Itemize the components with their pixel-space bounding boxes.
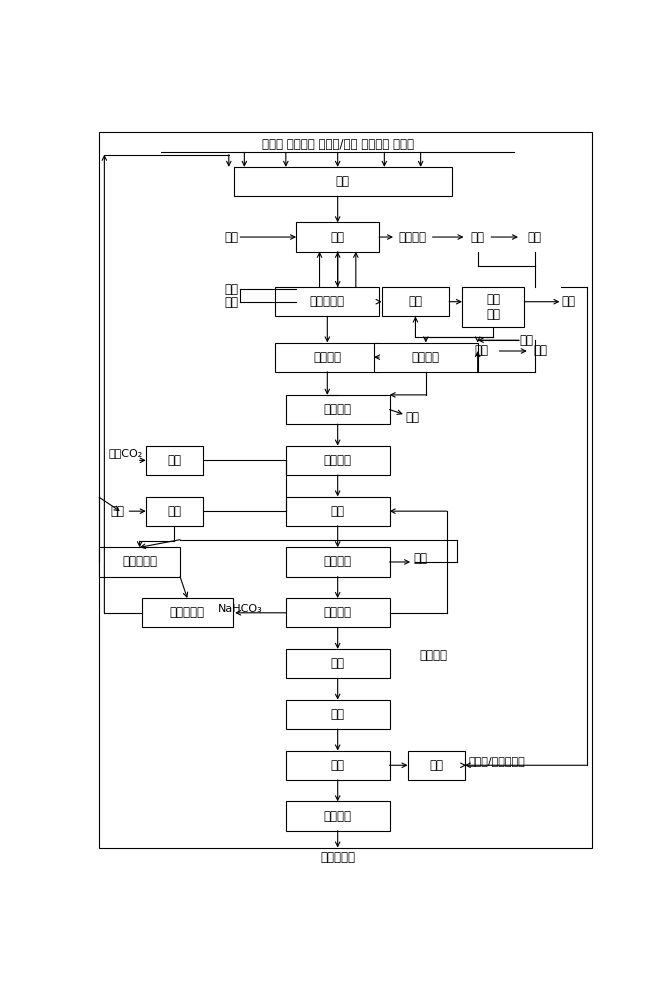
Bar xyxy=(286,497,389,526)
Text: 计量: 计量 xyxy=(167,505,181,518)
Text: 浓碳化液: 浓碳化液 xyxy=(419,649,448,662)
Text: 燃料: 燃料 xyxy=(224,231,238,244)
Text: 铝泥: 铝泥 xyxy=(405,411,419,424)
Text: 余热利用: 余热利用 xyxy=(399,231,427,244)
Text: 母液: 母液 xyxy=(429,759,443,772)
Text: 排空: 排空 xyxy=(528,231,542,244)
Text: 计量: 计量 xyxy=(167,454,181,467)
Text: 重钓酸钓: 重钓酸钓 xyxy=(324,810,352,823)
Text: 加压: 加压 xyxy=(110,505,124,518)
Bar xyxy=(296,222,379,252)
Bar xyxy=(146,497,203,526)
Text: 固液分离: 固液分离 xyxy=(313,351,341,364)
Text: 碳酸钓 碳酸氢钓 钓铁矿/钓铁 重钓酸钓 回收料: 碳酸钓 碳酸氢钓 钓铁矿/钓铁 重钓酸钓 回收料 xyxy=(262,138,413,151)
Bar xyxy=(286,801,389,831)
Text: 粒化、水淣: 粒化、水淣 xyxy=(310,295,345,308)
Bar xyxy=(100,547,180,577)
Bar xyxy=(286,395,389,424)
Bar xyxy=(462,287,524,327)
Text: 商品CO₂: 商品CO₂ xyxy=(108,448,142,458)
Text: 商品红矾钓: 商品红矾钓 xyxy=(320,851,355,864)
Bar xyxy=(286,547,389,577)
Text: 混料: 混料 xyxy=(336,175,350,188)
Text: 中和除铝: 中和除铝 xyxy=(324,403,352,416)
Text: 排空: 排空 xyxy=(562,295,575,308)
Text: 氧气: 氧气 xyxy=(224,283,238,296)
Text: NaHCO₃: NaHCO₃ xyxy=(217,604,262,614)
Text: 炼铁: 炼铁 xyxy=(534,344,548,358)
Text: 蒸发浓缩: 蒸发浓缩 xyxy=(324,454,352,467)
Text: 清水: 清水 xyxy=(519,334,533,347)
Text: 除尘: 除尘 xyxy=(471,231,484,244)
Bar xyxy=(286,700,389,729)
Bar xyxy=(374,343,478,372)
Text: 水淤
吸收: 水淤 吸收 xyxy=(486,293,500,321)
Text: 铁渣: 铁渣 xyxy=(475,344,489,358)
Bar xyxy=(286,649,389,678)
Bar xyxy=(407,751,465,780)
Bar xyxy=(276,343,379,372)
Bar xyxy=(276,287,379,316)
Text: 空气: 空气 xyxy=(224,296,238,309)
Text: 换热: 换热 xyxy=(409,295,422,308)
Text: 尾气: 尾气 xyxy=(413,552,427,565)
Bar xyxy=(286,751,389,780)
Text: 熔烧: 熔烧 xyxy=(330,231,345,244)
Text: 结晶: 结晶 xyxy=(330,708,345,721)
Text: 固液分离: 固液分离 xyxy=(324,606,352,619)
Text: 除尘、除湿: 除尘、除湿 xyxy=(122,555,157,568)
Text: 分离: 分离 xyxy=(330,759,345,772)
Text: 连续碳化: 连续碳化 xyxy=(324,555,352,568)
Text: 钓酸酉/碱式硫酸钓: 钓酸酉/碱式硫酸钓 xyxy=(468,756,525,766)
Bar xyxy=(146,446,203,475)
Text: 配料: 配料 xyxy=(330,505,345,518)
Text: 多级洗涤: 多级洗涤 xyxy=(412,351,440,364)
Bar xyxy=(142,598,233,627)
Bar xyxy=(234,167,452,196)
Bar xyxy=(286,446,389,475)
Bar xyxy=(382,287,449,316)
Text: 蒸发: 蒸发 xyxy=(330,657,345,670)
Bar xyxy=(286,598,389,627)
Text: 流化床分解: 流化床分解 xyxy=(170,606,205,619)
